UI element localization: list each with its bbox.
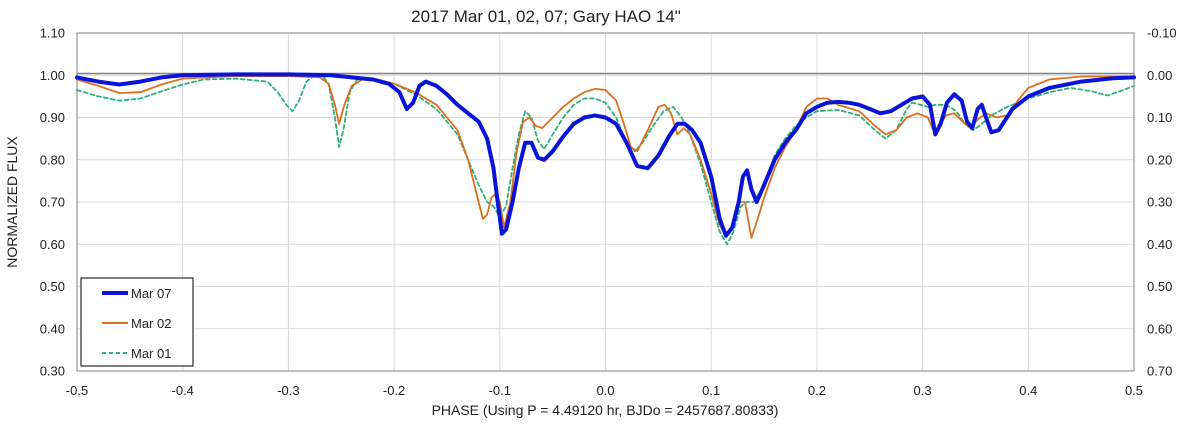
- legend-box: [80, 277, 194, 367]
- x-tick-label: -0.2: [383, 383, 405, 398]
- y-tick-label-left: 0.80: [40, 152, 65, 167]
- x-axis-label: PHASE (Using P = 4.49120 hr, BJDo = 2457…: [432, 402, 779, 418]
- y-axis-label: NORMALIZED FLUX: [4, 136, 20, 268]
- x-axis-ticks: -0.5 -0.4 -0.3 -0.2 -0.1 0.0 0.1 0.2 0.3 0.4 0.5: [66, 383, 1143, 398]
- y-axis-ticks-right: -0.10 0.00 0.10 0.20 0.30 0.40 0.50 0.60 0.70: [1147, 26, 1177, 379]
- y-axis-ticks-left: 1.10 1.00 0.90 0.80 0.70 0.60 0.50 0.40 0.30: [40, 26, 65, 379]
- x-tick-label: 0.4: [1019, 383, 1037, 398]
- legend-label-mar07: Mar 07: [131, 286, 171, 301]
- x-tick-label: -0.1: [489, 383, 511, 398]
- x-tick-label: 0.0: [596, 383, 614, 398]
- x-tick-label: 0.3: [914, 383, 932, 398]
- legend: Mar 07 Mar 02 Mar 01: [80, 277, 194, 367]
- y-tick-label-right: 0.50: [1147, 279, 1172, 294]
- chart-title: 2017 Mar 01, 02, 07; Gary HAO 14": [411, 7, 681, 26]
- y-tick-label-right: -0.10: [1147, 26, 1177, 41]
- y-tick-label-left: 0.90: [40, 110, 65, 125]
- x-tick-label: 0.5: [1125, 383, 1143, 398]
- legend-label-mar01: Mar 01: [131, 346, 171, 361]
- y-tick-label-left: 0.70: [40, 195, 65, 210]
- y-tick-label-left: 1.10: [40, 26, 65, 41]
- y-tick-label-right: 0.10: [1147, 110, 1172, 125]
- y-tick-label-right: 0.40: [1147, 237, 1172, 252]
- x-tick-label: -0.5: [66, 383, 88, 398]
- y-tick-label-right: 0.60: [1147, 321, 1172, 336]
- legend-label-mar02: Mar 02: [131, 316, 171, 331]
- plot-frame: [76, 32, 1135, 372]
- y-tick-label-left: 0.40: [40, 321, 65, 336]
- y-tick-label-right: 0.30: [1147, 195, 1172, 210]
- y-tick-label-left: 0.60: [40, 237, 65, 252]
- series-line-mar07: [75, 72, 1136, 238]
- y-tick-label-right: 0.00: [1147, 68, 1172, 83]
- y-tick-label-left: 0.30: [40, 364, 65, 379]
- series-layer: [75, 72, 1136, 246]
- x-tick-label: -0.3: [277, 383, 299, 398]
- y-tick-label-right: 0.20: [1147, 152, 1172, 167]
- y-tick-label-right: 0.70: [1147, 364, 1172, 379]
- x-tick-label: 0.2: [808, 383, 826, 398]
- x-tick-label: 0.1: [702, 383, 720, 398]
- x-tick-label: -0.4: [171, 383, 193, 398]
- y-tick-label-left: 1.00: [40, 68, 65, 83]
- y-tick-label-left: 0.50: [40, 279, 65, 294]
